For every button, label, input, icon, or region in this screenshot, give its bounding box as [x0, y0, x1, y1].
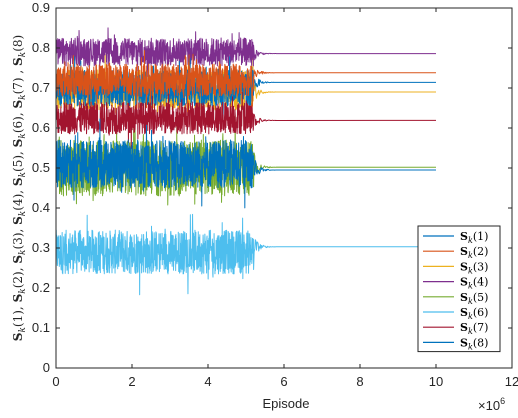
x-tick-label: 10	[429, 374, 443, 389]
x-axis: 0 2 4 6 8 10 12	[52, 8, 518, 389]
series-line-8	[55, 118, 437, 368]
y-tick-label: 0.9	[32, 0, 50, 15]
series-line-2	[55, 50, 437, 368]
x-tick-label: 8	[356, 374, 363, 389]
x-axis-label: Episode	[263, 396, 310, 411]
legend-label: Sk(6)	[460, 306, 488, 321]
series-line-6	[55, 213, 436, 368]
y-tick-label: 0.1	[32, 320, 50, 335]
y-tick-label: 0.7	[32, 80, 50, 95]
y-tick-label: 0.6	[32, 120, 50, 135]
x-axis-multiplier-exponent: 6	[500, 396, 505, 406]
series-line-7	[55, 91, 437, 368]
y-tick-label: 0.8	[32, 40, 50, 55]
y-axis-label: Sk(1), Sk(2), Sk(3), Sk(4), Sk(5), Sk(6)…	[11, 35, 28, 341]
y-tick-label: 0	[43, 360, 50, 375]
x-tick-label: 0	[52, 374, 59, 389]
y-tick-label: 0.5	[32, 160, 50, 175]
plot-area	[55, 27, 437, 368]
legend-label: Sk(7)	[460, 321, 488, 336]
legend: Sk(1)Sk(2)Sk(3)Sk(4)Sk(5)Sk(6)Sk(7)Sk(8)	[417, 225, 501, 353]
x-axis-multiplier: ×106	[478, 396, 505, 413]
legend-label: Sk(1)	[460, 230, 488, 245]
legend-label: Sk(8)	[460, 336, 488, 351]
legend-label: Sk(5)	[460, 291, 488, 306]
x-tick-label: 12	[505, 374, 518, 389]
legend-box	[417, 225, 501, 353]
y-axis: 0 0.1 0.2 0.3 0.4 0.5 0.6 0.7 0.8 0.9	[32, 0, 512, 375]
legend-label: Sk(2)	[460, 245, 488, 260]
legend-label: Sk(4)	[460, 276, 488, 291]
y-tick-label: 0.2	[32, 280, 50, 295]
y-tick-label: 0.4	[32, 200, 50, 215]
y-axis-label-text: Sk(1), Sk(2), Sk(3), Sk(4), Sk(5), Sk(6)…	[11, 35, 28, 341]
y-tick-label: 0.3	[32, 240, 50, 255]
legend-label: Sk(3)	[460, 260, 488, 275]
x-axis-multiplier-base: ×10	[478, 398, 500, 413]
x-tick-label: 4	[204, 374, 211, 389]
series-line-4	[55, 27, 437, 368]
x-tick-label: 2	[128, 374, 135, 389]
x-tick-label: 6	[280, 374, 287, 389]
